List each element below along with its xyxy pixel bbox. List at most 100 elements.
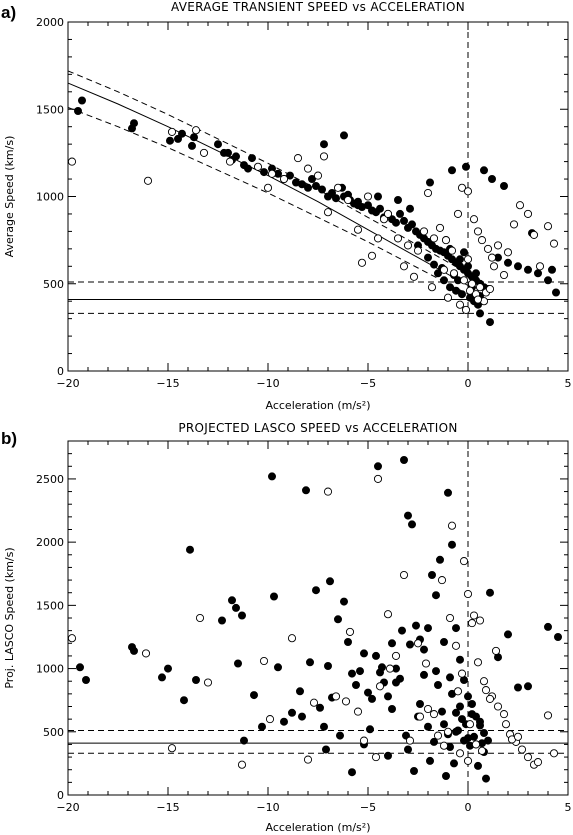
data-point-open [457, 183, 467, 192]
data-point-filled [373, 192, 382, 201]
data-point-filled [339, 597, 348, 606]
data-point-open [309, 698, 319, 707]
data-point-filled [439, 276, 448, 285]
data-point-filled [339, 131, 348, 140]
data-point-open [143, 176, 153, 185]
data-point-filled [347, 669, 356, 678]
model-curve-dashed [67, 107, 469, 295]
data-point-filled [231, 152, 240, 161]
data-point-filled [475, 309, 484, 318]
data-point-open [439, 265, 449, 274]
data-point-filled [383, 692, 392, 701]
data-point-open [529, 230, 539, 239]
data-point-open [393, 234, 403, 243]
y-tick-label: 0 [57, 789, 64, 802]
data-point-open [391, 651, 401, 660]
chart-panel-b: PROJECTED LASCO SPEED vs ACCELERATION −20… [3, 421, 572, 834]
data-point-open [475, 283, 485, 292]
data-point-open [373, 234, 383, 243]
data-point-filled [459, 248, 468, 257]
data-point-open [341, 697, 351, 706]
data-point-filled [449, 759, 458, 768]
data-point-filled [231, 603, 240, 612]
data-point-open [481, 686, 491, 695]
data-point-open [319, 152, 329, 161]
data-point-filled [503, 258, 512, 267]
data-point-filled [423, 253, 432, 262]
data-point-open [441, 236, 451, 245]
x-tick-label: −15 [156, 801, 179, 814]
data-point-filled [371, 651, 380, 660]
data-point-filled [129, 646, 138, 655]
data-point-open [435, 223, 445, 232]
data-point-filled [311, 586, 320, 595]
data-point-filled [451, 286, 460, 295]
data-point-filled [415, 700, 424, 709]
data-point-filled [213, 140, 222, 149]
data-point-open [477, 746, 487, 755]
data-point-open [313, 171, 323, 180]
y-tick-label: 500 [43, 278, 64, 291]
data-point-filled [451, 624, 460, 633]
data-point-open [437, 576, 447, 585]
data-point-open [399, 570, 409, 580]
panel-b-letter: b) [1, 429, 17, 448]
x-tick-label: −20 [56, 801, 79, 814]
data-point-open [141, 649, 151, 658]
data-point-filled [269, 592, 278, 601]
data-point-open [451, 641, 461, 650]
data-point-open [445, 613, 455, 623]
data-point-filled [467, 700, 476, 709]
data-point-open [463, 589, 473, 599]
data-point-filled [405, 640, 414, 649]
data-point-open [367, 251, 377, 260]
data-point-filled [437, 707, 446, 716]
data-point-open [383, 209, 393, 218]
y-axis-label: Proj. LASCO Speed (km/s) [3, 547, 16, 688]
data-point-filled [78, 96, 87, 105]
data-point-open [477, 236, 487, 245]
data-point-open [473, 295, 483, 304]
data-point-open [455, 749, 465, 758]
data-point-filled [363, 201, 372, 210]
data-point-open [357, 258, 367, 267]
data-point-open [503, 248, 513, 257]
data-point-open [463, 255, 473, 264]
data-point-filled [395, 209, 404, 218]
data-point-filled [363, 688, 372, 697]
data-point-filled [163, 664, 172, 673]
data-point-open [263, 183, 273, 192]
data-point-open [67, 157, 77, 166]
data-point-filled [185, 545, 194, 554]
data-point-open [439, 741, 449, 750]
x-tick-label: 0 [465, 377, 472, 390]
data-point-open [343, 195, 353, 205]
data-point-filled [343, 638, 352, 647]
data-point-filled [524, 265, 533, 274]
data-point-filled [249, 691, 258, 700]
data-point-open [463, 756, 473, 765]
data-point-filled [191, 676, 200, 685]
data-point-open [359, 736, 369, 745]
data-point-filled [544, 276, 553, 285]
data-point-filled [257, 722, 266, 731]
data-point-filled [187, 141, 196, 150]
data-point-open [475, 616, 485, 625]
data-point-filled [359, 649, 368, 658]
data-point-open [423, 188, 433, 198]
x-axis-label: Acceleration (m/s²) [266, 821, 371, 834]
data-point-filled [447, 166, 456, 175]
x-tick-label: −20 [56, 377, 79, 390]
data-point-open [203, 678, 213, 687]
data-point-filled [157, 673, 166, 682]
data-point-filled [534, 269, 543, 278]
y-axis-label: Average Speed (km/s) [3, 136, 16, 258]
data-point-filled [375, 204, 384, 213]
data-point-open [453, 209, 463, 218]
data-point-open [493, 241, 503, 250]
data-point-open [379, 215, 389, 224]
data-point-filled [239, 736, 248, 745]
data-point-filled [463, 734, 472, 743]
data-point-filled [433, 681, 442, 690]
data-point-open [443, 293, 453, 302]
